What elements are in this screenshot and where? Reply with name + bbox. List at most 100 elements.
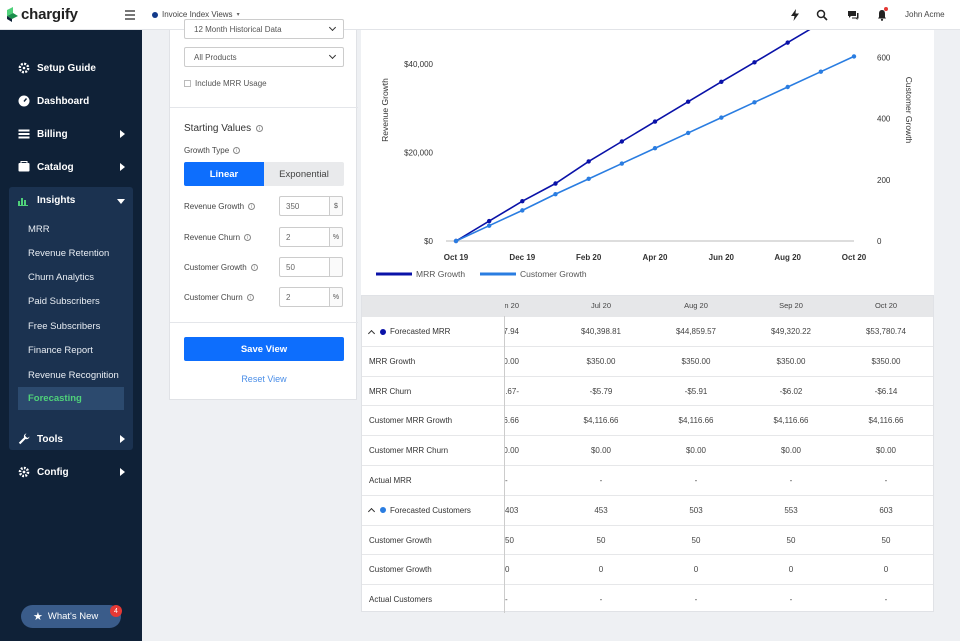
row-label-text: MRR Churn — [369, 386, 412, 396]
table-cell: -$6.14 — [874, 386, 898, 396]
table-cell: 553 — [784, 505, 798, 515]
sidebar-item-config[interactable]: Config — [0, 460, 142, 484]
row-label: Customer Growth — [369, 565, 432, 574]
row-label-text: Customer MRR Churn — [369, 446, 449, 456]
user-menu[interactable]: John Acme — [905, 10, 945, 19]
sidebar-item-billing[interactable]: Billing — [0, 122, 142, 146]
bar-chart-icon — [18, 198, 28, 206]
views-label: Invoice Index Views — [162, 10, 233, 19]
data-point — [785, 40, 790, 45]
row-label[interactable]: Forecasted Customers — [367, 506, 471, 516]
table-cell: $0.00 — [780, 446, 802, 456]
table-cell: $4,116.66 — [678, 416, 714, 426]
table-cell: $49,320.22 — [770, 327, 812, 336]
x-tick-label: Jun 20 — [709, 253, 735, 262]
include-mrr-usage-checkbox[interactable]: Include MRR Usage — [184, 79, 267, 88]
table-row: MRR Growth $350.00 $350.00 $350.00 $350.00 $3… — [362, 345, 933, 376]
table-cell: $350.00 — [505, 356, 519, 366]
chargify-logo[interactable]: chargify — [7, 6, 78, 23]
info-icon[interactable]: i — [233, 147, 241, 154]
sidebar-item-tools[interactable]: Tools — [0, 427, 142, 451]
info-icon[interactable]: i — [256, 125, 264, 132]
customer-churn-input[interactable]: 2 — [279, 287, 330, 307]
row-label: MRR Growth — [369, 357, 415, 366]
data-point — [652, 146, 658, 151]
linear-option[interactable]: Linear — [184, 162, 264, 186]
revenue-churn-input[interactable]: 2 — [279, 227, 330, 247]
field-label: Revenue Churn — [184, 233, 241, 242]
sidebar-item-label: Setup Guide — [37, 62, 96, 74]
sidebar-subitem-revenue-recognition[interactable]: Revenue Recognition — [28, 370, 119, 381]
chevron-down-icon: ▾ — [236, 12, 240, 18]
whats-new-button[interactable]: ★ What's New — [21, 605, 121, 628]
table-row: Customer Growth 50 50 50 50 50 — [362, 524, 933, 555]
chevron-right-icon — [120, 468, 125, 476]
data-point — [586, 176, 591, 182]
sidebar-subitem-revenue-retention[interactable]: Revenue Retention — [28, 248, 110, 259]
customer-growth-input[interactable]: 50 — [279, 257, 330, 277]
data-point — [818, 69, 824, 74]
sidebar-subitem-churn-analytics[interactable]: Churn Analytics — [28, 272, 95, 283]
chevron-right-icon — [120, 163, 125, 171]
sidebar-item-insights[interactable]: Insights — [9, 187, 133, 215]
y2-tick-label: 400 — [877, 115, 891, 124]
sidebar-subitem-free-subscribers[interactable]: Free Subscribers — [28, 321, 101, 332]
y-tick-label: $20,000 — [404, 149, 433, 158]
x-tick-label: Oct 20 — [842, 253, 867, 262]
table-cell: 0 — [693, 565, 699, 575]
sidebar-item-dashboard[interactable]: Dashboard — [0, 89, 142, 113]
checkbox-label: Include MRR Usage — [195, 79, 267, 88]
data-point — [520, 208, 525, 213]
row-label-text: Customer Growth — [369, 565, 432, 575]
table-row: Customer Growth 0 0 0 0 0 — [362, 554, 933, 584]
sidebar-item-label: Config — [37, 466, 69, 478]
chat-icon[interactable] — [847, 9, 859, 21]
data-point — [752, 60, 757, 65]
data-point — [719, 79, 724, 84]
table-row: Customer MRR Churn $0.00 $0.00 $0.00 $0.00 $0… — [362, 435, 933, 465]
checkbox-box[interactable] — [184, 80, 191, 87]
sidebar-item-setup-guide[interactable]: Setup Guide — [0, 56, 142, 80]
sidebar-subitem-finance-report[interactable]: Finance Report — [28, 345, 93, 356]
row-label: Customer MRR Churn — [369, 446, 448, 455]
info-icon[interactable]: i — [246, 294, 254, 301]
legend-label: MRR Growth — [416, 269, 465, 279]
frozen-column-divider — [504, 316, 505, 613]
views-dropdown[interactable]: Invoice Index Views ▾ — [152, 10, 240, 19]
reset-view-link[interactable]: Reset View — [241, 374, 287, 384]
row-label[interactable]: Forecasted MRR — [367, 327, 450, 337]
wrench-icon — [18, 433, 30, 445]
revenue-growth-input[interactable]: 350 — [279, 196, 330, 216]
search-icon[interactable] — [816, 9, 828, 21]
chevron-up-icon[interactable] — [367, 329, 376, 337]
table-cell: -$6.02 — [779, 386, 803, 396]
sidebar-subitem-forecasting[interactable]: Forecasting — [18, 387, 124, 410]
table-cell: - — [599, 476, 603, 485]
revenue-churn-label: Revenue Churn i — [184, 233, 252, 242]
whats-new-count-badge: 4 — [110, 605, 122, 617]
table-cell: $0.00 — [685, 446, 707, 456]
exponential-option[interactable]: Exponential — [264, 162, 344, 186]
info-icon[interactable]: i — [244, 234, 252, 241]
products-select[interactable]: All Products — [184, 47, 344, 67]
chevron-up-icon[interactable] — [367, 508, 376, 516]
sidebar-subitem-mrr[interactable]: MRR — [28, 224, 50, 235]
data-range-select[interactable]: 12 Month Historical Data — [184, 19, 344, 39]
bell-icon[interactable] — [876, 9, 888, 21]
x-tick-label: Feb 20 — [576, 253, 602, 262]
menu-icon[interactable] — [125, 10, 135, 22]
sidebar-item-catalog[interactable]: Catalog — [0, 155, 142, 179]
lightning-icon[interactable] — [789, 9, 801, 21]
gauge-icon — [18, 95, 30, 107]
info-icon[interactable]: i — [250, 264, 258, 271]
info-icon[interactable]: i — [248, 203, 256, 210]
table-cell: 50 — [691, 535, 701, 545]
sidebar-subitem-paid-subscribers[interactable]: Paid Subscribers — [28, 296, 100, 307]
save-view-button[interactable]: Save View — [184, 337, 344, 361]
forecast-chart: $0 $20,000 $40,000 0 200 400 600 Revenue Growth… — [361, 30, 934, 295]
x-tick-label: Aug 20 — [774, 253, 801, 262]
unit-addon: $ — [330, 196, 343, 216]
chevron-right-icon — [120, 435, 125, 443]
brand-name: chargify — [21, 6, 78, 23]
table-cell: 603 — [879, 505, 893, 515]
